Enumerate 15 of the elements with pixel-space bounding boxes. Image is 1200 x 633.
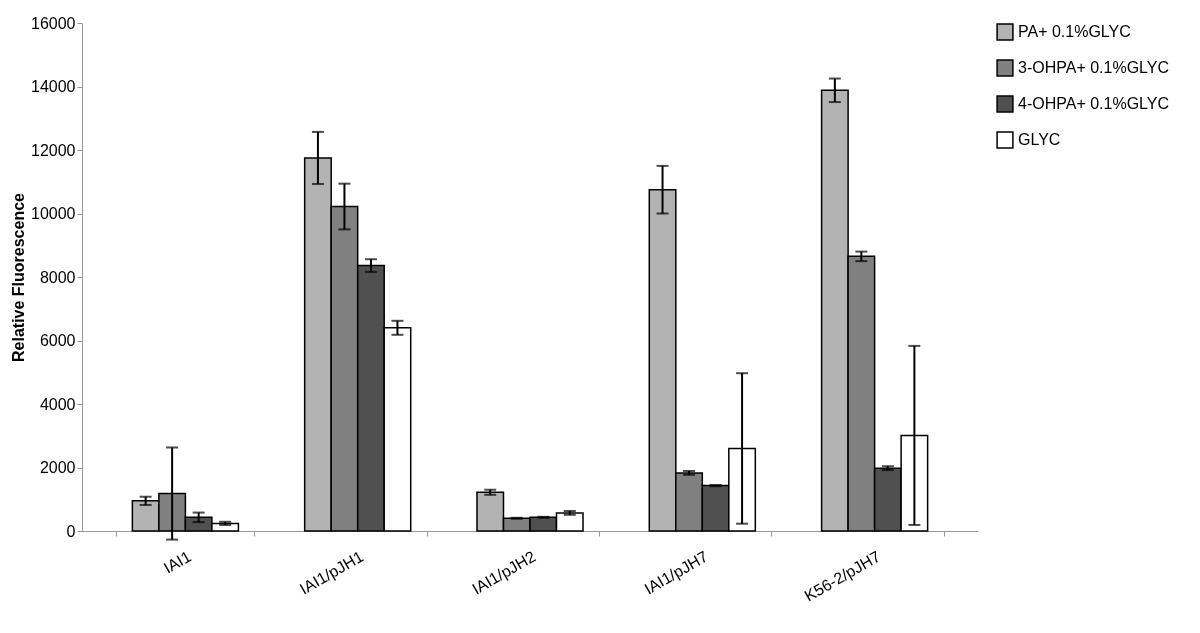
- legend-label: PA+ 0.1%GLYC: [1018, 23, 1131, 40]
- legend-label: GLYC: [1018, 131, 1061, 148]
- y-tick-label: 10000: [31, 205, 76, 222]
- y-axis-title: Relative Fluorescence: [10, 192, 28, 362]
- y-tick-label: 8000: [39, 268, 76, 286]
- y-tick-label: 0: [66, 522, 76, 540]
- x-tick-label: IAI1: [160, 547, 194, 577]
- legend-label: 4-OHPA+ 0.1%GLYC: [1018, 95, 1170, 112]
- legend-label: 3-OHPA+ 0.1%GLYC: [1018, 59, 1170, 76]
- y-tick-label: 12000: [31, 141, 76, 159]
- y-tick-label: 16000: [31, 14, 76, 32]
- y-tick-label: 6000: [39, 332, 76, 349]
- y-tick-label: 2000: [39, 459, 76, 476]
- y-tick-label: 14000: [31, 78, 76, 95]
- y-tick-label: 4000: [39, 395, 76, 413]
